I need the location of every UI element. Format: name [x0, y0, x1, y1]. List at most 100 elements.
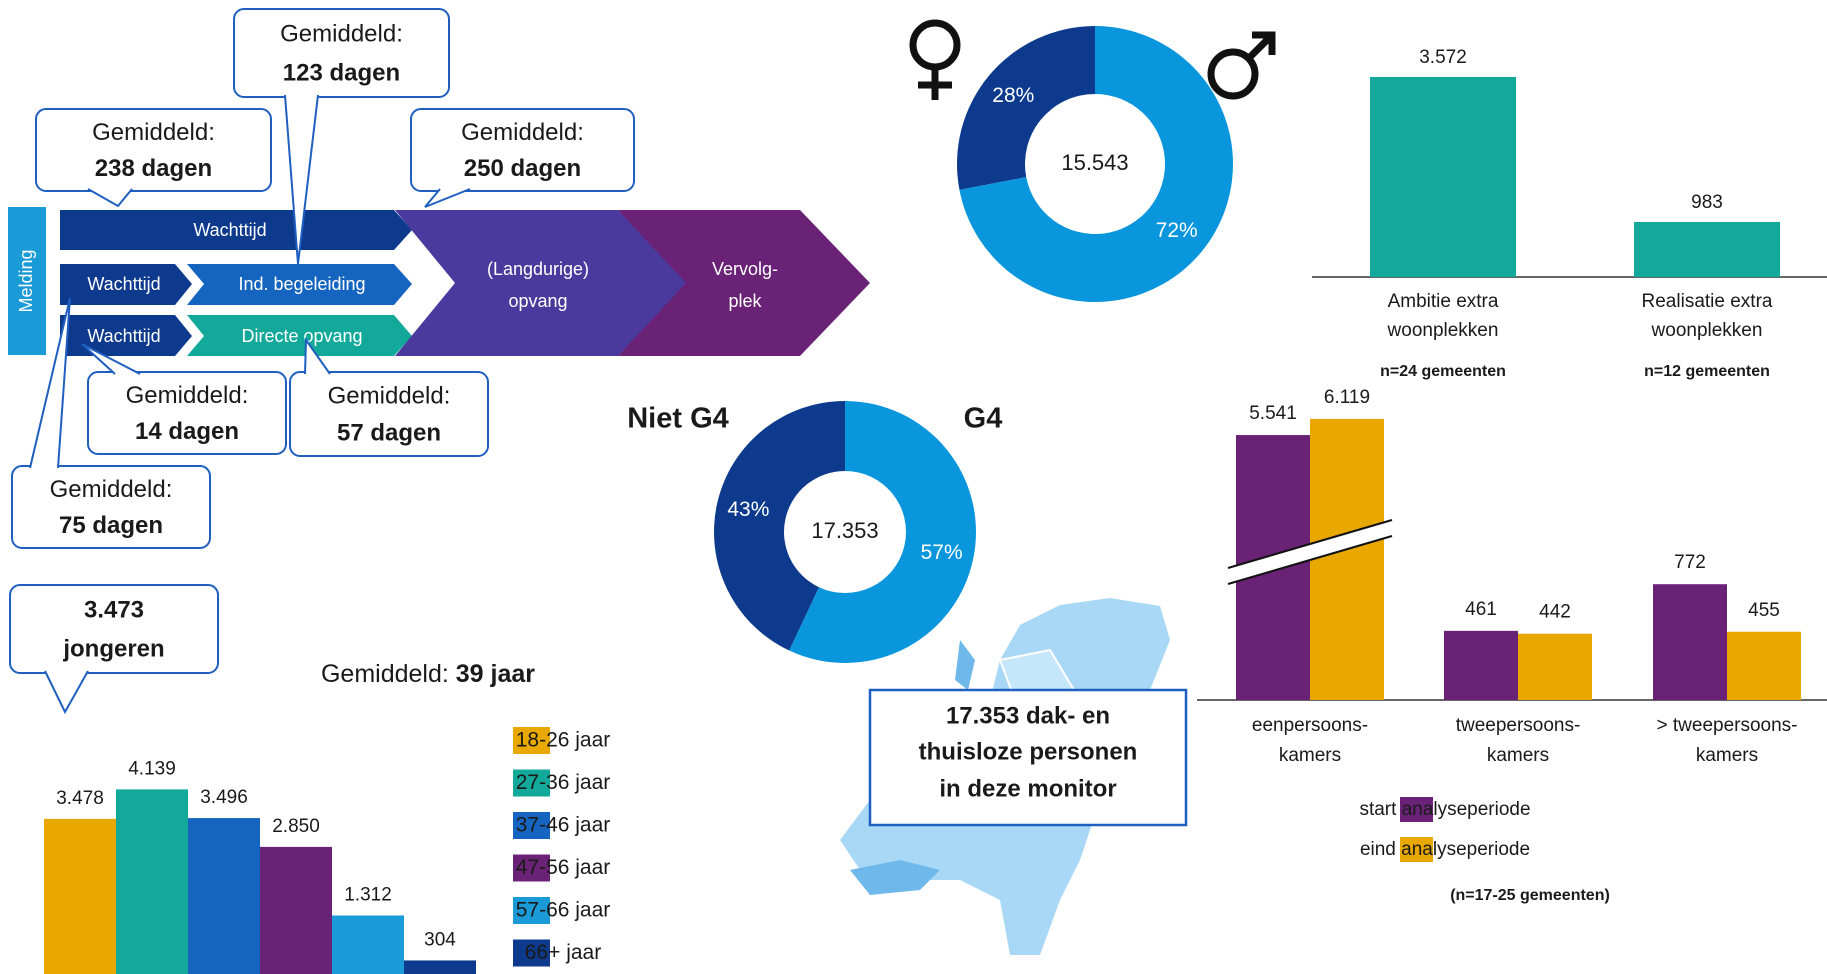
step-label: Wachttijd [193, 220, 266, 240]
map-region [850, 640, 975, 895]
arrow [60, 210, 412, 250]
legend-label: eind analyseperiode [1360, 839, 1530, 860]
map-box-line: 17.353 dak- en [946, 702, 1110, 729]
arrow [60, 315, 192, 356]
legend-swatch [513, 812, 550, 839]
category-label: > tweepersoons- [1657, 715, 1798, 736]
axis-break [1227, 535, 1393, 585]
value-label: 2.850 [272, 816, 320, 837]
bar [1444, 630, 1518, 700]
category-label: kamers [1696, 745, 1758, 766]
callout-value: jongeren [62, 635, 164, 662]
slice-label: 72% [1156, 219, 1198, 242]
category-label: Niet G4 [627, 403, 729, 435]
legend-swatch [1400, 837, 1433, 862]
step-label: Wachttijd [87, 274, 160, 294]
donut-slice [714, 401, 845, 651]
value-label: 455 [1748, 600, 1780, 621]
bar [116, 789, 188, 974]
donut-center: 15.543 [1061, 150, 1128, 175]
category-label: woonplekken [1387, 320, 1499, 341]
value-label: 983 [1691, 192, 1723, 213]
arrow [187, 315, 412, 356]
legend-label: 66+ jaar [525, 941, 601, 964]
category-note: n=24 gemeenten [1380, 363, 1506, 380]
legend-swatch [513, 897, 550, 924]
legend-label: 27-36 jaar [516, 771, 611, 794]
callouts: Gemiddeld: 238 dagen Gemiddeld: 123 dagen Ge… [9, 8, 635, 715]
category-note: n=12 gemeenten [1644, 363, 1770, 380]
callout-tail [45, 671, 88, 712]
value-label: 5.541 [1249, 403, 1297, 424]
bar [1634, 221, 1780, 277]
value-label: 1.312 [344, 885, 392, 906]
callout-label: 3.473 [84, 597, 144, 624]
legend-swatch [1400, 797, 1433, 822]
bar [1653, 584, 1727, 700]
callout-label: Gemiddeld: [126, 382, 249, 409]
callout-box [9, 584, 219, 674]
callout-box [87, 371, 287, 455]
step-label: plek [728, 291, 762, 311]
step-label: opvang [508, 291, 567, 311]
gender-icons [909, 19, 1276, 100]
bar [404, 960, 476, 974]
average-age: Gemiddeld: 39 jaar [321, 660, 535, 688]
legend-label: 47-56 jaar [516, 856, 611, 879]
category-label: G4 [964, 403, 1003, 435]
step-label: Ind. begeleiding [238, 274, 365, 294]
arrow [187, 264, 412, 305]
step-label: (Langdurige) [487, 259, 589, 279]
legend-swatch [513, 727, 550, 754]
legend-swatch [513, 939, 550, 967]
legend-swatch [513, 854, 550, 882]
male-icon [1246, 32, 1275, 61]
map-box-line: thuisloze personen [919, 738, 1138, 765]
value-label: 4.139 [128, 758, 176, 779]
category-label: eenpersoons- [1252, 715, 1368, 736]
value-label: 3.496 [200, 787, 248, 808]
female-icon [909, 19, 961, 71]
axis-break [1227, 519, 1393, 569]
chart-note: (n=17-25 gemeenten) [1450, 887, 1610, 904]
callout-label: Gemiddeld: [50, 476, 173, 503]
bar [1727, 631, 1801, 700]
callout-box [11, 465, 211, 549]
map: 17.353 dak- en thuisloze personen in dez… [840, 598, 1188, 955]
value-label: 304 [424, 929, 456, 950]
callout-label: Gemiddeld: [328, 383, 451, 410]
callout-label: Gemiddeld: [461, 119, 584, 146]
legend-label: 18-26 jaar [516, 729, 611, 752]
category-label: tweepersoons- [1456, 715, 1581, 736]
callout-tail [284, 94, 319, 265]
slice-label: 57% [921, 541, 963, 564]
callout-tail [29, 297, 71, 469]
callout-value: 250 dagen [464, 155, 581, 182]
category-label: Ambitie extra [1388, 291, 1499, 312]
bar [1518, 633, 1592, 700]
callout-box [410, 108, 635, 192]
callout-label: Gemiddeld: [92, 119, 215, 146]
donut-slice [789, 401, 976, 663]
callout-tail [87, 188, 133, 208]
callout-label: Gemiddeld: [280, 21, 403, 48]
charts: 28% 72% 15.543 43% 57% 17.353 Niet G4 G4 3.572 Am… [44, 26, 1827, 974]
map-box [868, 688, 1188, 827]
callout-box [289, 371, 489, 457]
male-icon [1252, 31, 1276, 55]
callout-tail [81, 343, 141, 375]
legend-label: start analyseperiode [1359, 799, 1530, 820]
legend-label: 37-46 jaar [516, 814, 611, 837]
callout-tail [304, 336, 331, 375]
male-icon [1207, 48, 1259, 100]
callout-value: 14 dagen [135, 418, 239, 445]
category-label: Realisatie extra [1642, 291, 1773, 312]
step-label: Directe opvang [241, 326, 362, 346]
bar [44, 818, 116, 974]
step-label: Wachttijd [87, 326, 160, 346]
callout-box [233, 8, 450, 98]
chevron [395, 210, 688, 356]
flow: Melding Wachttijd Wachttijd Ind. begelei… [8, 207, 870, 356]
value-label: 461 [1465, 599, 1497, 620]
